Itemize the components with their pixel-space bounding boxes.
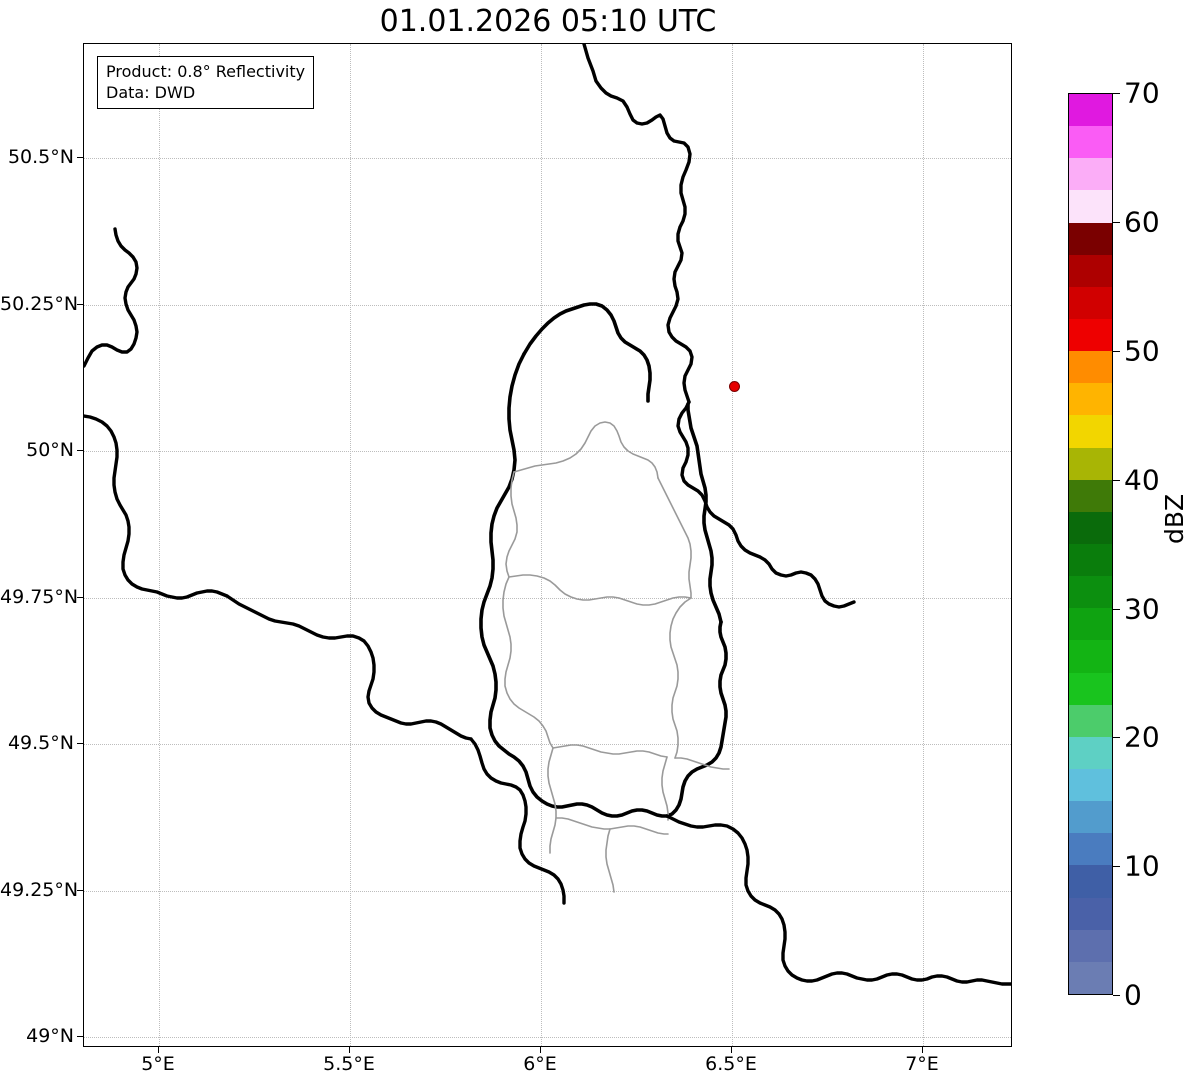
colorbar-band-32.5-35 [1069, 544, 1112, 577]
colorbar-band-2.5-5 [1069, 929, 1112, 962]
colorbar-band-62.5-65 [1069, 158, 1112, 191]
colorbar-band-40-42.5 [1069, 447, 1112, 480]
ytick-label-49.75: 49.75°N [0, 586, 79, 608]
colorbar-band-30-32.5 [1069, 576, 1112, 609]
colorbar-band-67.5-70 [1069, 94, 1112, 127]
colorbar-band-0-2.5 [1069, 961, 1112, 994]
ytick-mark-50.5 [77, 157, 83, 158]
colorbar-band-57.5-60 [1069, 222, 1112, 255]
colorbar-band-47.5-50 [1069, 351, 1112, 384]
cbar-tick-mark-0 [1113, 995, 1120, 996]
colorbar-band-65-67.5 [1069, 126, 1112, 159]
cbar-tick-mark-50 [1113, 351, 1120, 352]
cbar-tick-label-20: 20 [1124, 720, 1160, 754]
cbar-tick-mark-40 [1113, 480, 1120, 481]
xtick-label-6: 6°E [523, 1053, 557, 1075]
cbar-tick-label-50: 50 [1124, 334, 1160, 368]
cbar-tick-label-30: 30 [1124, 592, 1160, 626]
xtick-mark-7 [922, 1047, 923, 1053]
cbar-tick-label-10: 10 [1124, 849, 1160, 883]
colorbar-band-35-37.5 [1069, 511, 1112, 545]
cbar-tick-mark-30 [1113, 609, 1120, 610]
cbar-tick-mark-10 [1113, 866, 1120, 867]
colorbar-band-52.5-55 [1069, 286, 1112, 320]
radar-map-plot[interactable]: Product: 0.8° Reflectivity Data: DWD [83, 43, 1012, 1047]
radar-station-marker[interactable] [729, 381, 740, 392]
ytick-mark-50.25 [77, 304, 83, 305]
info-product-line: Product: 0.8° Reflectivity [106, 62, 306, 81]
country-border-path [582, 44, 856, 609]
xtick-mark-5 [158, 1047, 159, 1053]
xtick-label-6.5: 6.5°E [705, 1053, 757, 1075]
xtick-label-5: 5°E [141, 1053, 175, 1075]
info-data-line: Data: DWD [106, 83, 196, 102]
cbar-tick-mark-20 [1113, 737, 1120, 738]
cbar-tick-label-40: 40 [1124, 463, 1160, 497]
info-box: Product: 0.8° Reflectivity Data: DWD [97, 56, 315, 109]
colorbar-band-15-17.5 [1069, 769, 1112, 802]
luxembourg-border-path [479, 302, 728, 818]
colorbar-band-7.5-10 [1069, 865, 1112, 898]
xtick-label-7: 7°E [905, 1053, 939, 1075]
colorbar-band-55-57.5 [1069, 254, 1112, 287]
ytick-mark-49.5 [77, 743, 83, 744]
colorbar-band-5-7.5 [1069, 897, 1112, 930]
ytick-label-49.5: 49.5°N [7, 732, 74, 754]
colorbar-band-12.5-15 [1069, 801, 1112, 834]
colorbar-band-25-27.5 [1069, 640, 1112, 673]
xtick-mark-5.5 [349, 1047, 350, 1053]
ytick-label-49.25: 49.25°N [0, 879, 79, 901]
colorbar-band-60-62.5 [1069, 190, 1112, 223]
colorbar-band-10-12.5 [1069, 833, 1112, 866]
ytick-label-49: 49°N [26, 1025, 74, 1047]
page-title: 01.01.2026 05:10 UTC [379, 4, 717, 39]
cbar-tick-label-70: 70 [1124, 76, 1160, 110]
colorbar-band-27.5-30 [1069, 608, 1112, 641]
cbar-tick-mark-60 [1113, 222, 1120, 223]
map-borders-layer [84, 44, 1011, 986]
ytick-label-50.5: 50.5°N [7, 146, 74, 168]
xtick-mark-6 [540, 1047, 541, 1053]
ytick-mark-49 [77, 1036, 83, 1037]
colorbar-band-17.5-20 [1069, 736, 1112, 770]
cbar-tick-mark-70 [1113, 93, 1120, 94]
colorbar-band-45-47.5 [1069, 383, 1112, 416]
ytick-mark-49.25 [77, 890, 83, 891]
colorbar-band-37.5-40 [1069, 479, 1112, 512]
belgium-france-border-path [84, 227, 566, 905]
cbar-tick-label-0: 0 [1124, 978, 1142, 1012]
reflectivity-colorbar[interactable] [1068, 93, 1113, 995]
colorbar-band-42.5-45 [1069, 415, 1112, 448]
xtick-label-5.5: 5.5°E [323, 1053, 375, 1075]
france-germany-border-path [665, 814, 1011, 986]
map-canvas: Product: 0.8° Reflectivity Data: DWD [84, 44, 1011, 1046]
colorbar-band-20-22.5 [1069, 704, 1112, 737]
colorbar-axis-label: dBZ [1160, 493, 1189, 544]
cbar-tick-label-60: 60 [1124, 205, 1160, 239]
xtick-mark-6.5 [731, 1047, 732, 1053]
colorbar-band-22.5-25 [1069, 672, 1112, 705]
ytick-label-50.25: 50.25°N [0, 293, 79, 315]
ytick-mark-50 [77, 450, 83, 451]
colorbar-band-50-52.5 [1069, 319, 1112, 352]
canton-boundaries-path [502, 421, 730, 893]
ytick-mark-49.75 [77, 597, 83, 598]
ytick-label-50: 50°N [26, 439, 74, 461]
